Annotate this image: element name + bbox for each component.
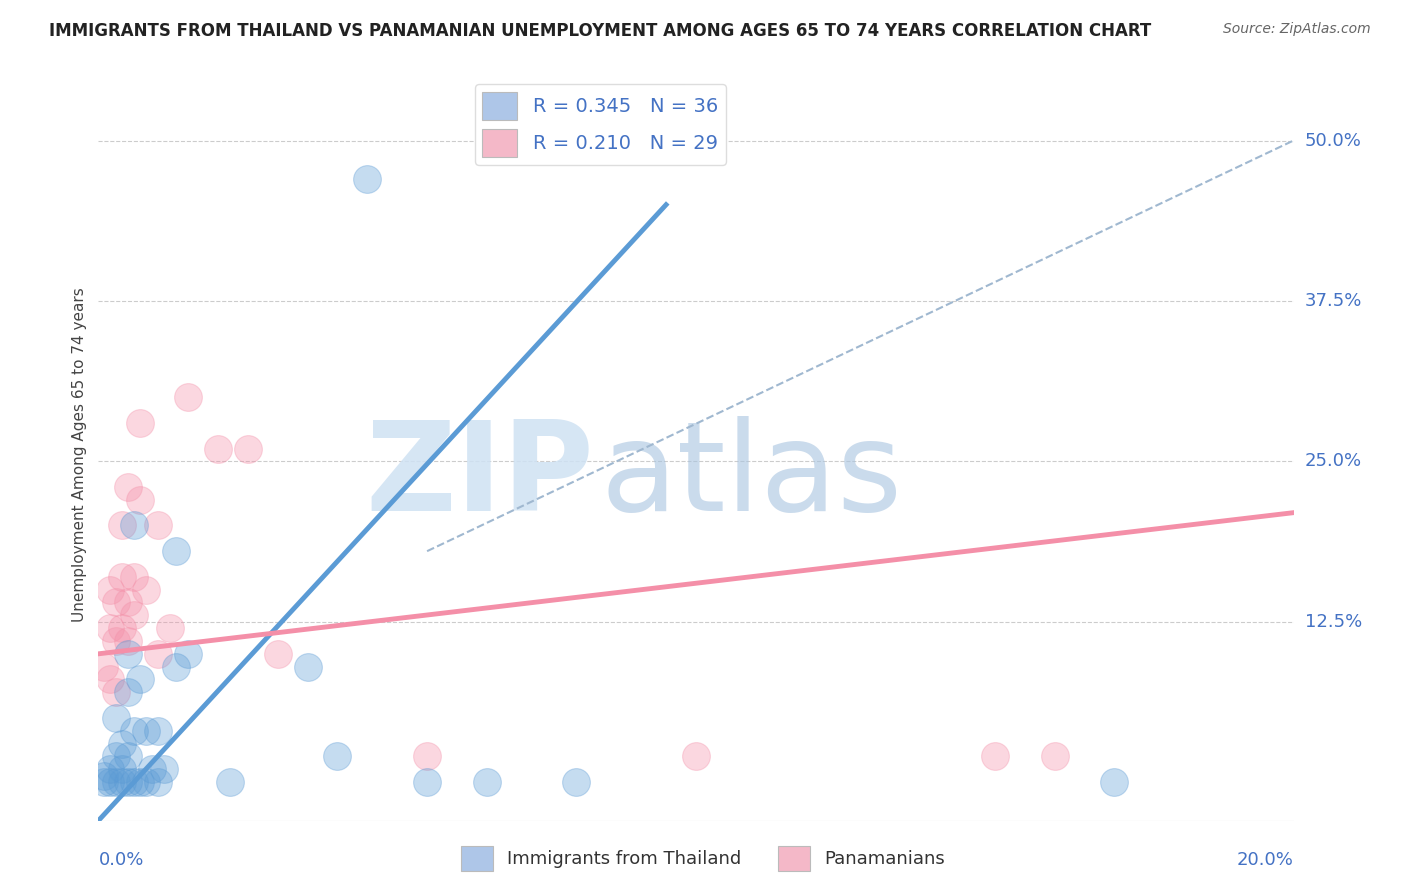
Point (326, 749, 349, 764)
Point (141, 762, 163, 776)
Point (117, 775, 139, 789)
Point (105, 749, 128, 764)
Point (416, 775, 439, 789)
Point (129, 416, 152, 430)
Point (124, 570, 146, 584)
Point (98, 621, 122, 635)
Text: 20.0%: 20.0% (1237, 851, 1294, 869)
Point (984, 749, 1007, 764)
Point (129, 673, 152, 687)
Point (98, 582, 122, 597)
Point (129, 492, 152, 507)
Point (135, 775, 157, 789)
Point (105, 634, 128, 648)
Point (105, 775, 128, 789)
Point (165, 659, 187, 673)
Point (129, 775, 152, 789)
Point (177, 390, 200, 404)
Point (1104, 775, 1126, 789)
Point (177, 647, 200, 661)
Point (219, 775, 242, 789)
Point (207, 442, 229, 456)
Point (117, 634, 139, 648)
Point (148, 518, 170, 533)
Point (105, 685, 128, 699)
Point (98, 775, 122, 789)
Point (297, 659, 319, 673)
Point (111, 775, 134, 789)
Point (153, 762, 176, 776)
Text: 50.0%: 50.0% (1305, 131, 1361, 150)
Point (135, 723, 157, 738)
Text: 37.5%: 37.5% (1305, 292, 1362, 310)
Point (111, 570, 134, 584)
Text: 0.0%: 0.0% (98, 851, 143, 869)
Point (236, 442, 259, 456)
Point (124, 723, 146, 738)
Point (416, 749, 439, 764)
Point (117, 749, 139, 764)
Legend: R = 0.345   N = 36, R = 0.210   N = 29: R = 0.345 N = 36, R = 0.210 N = 29 (475, 84, 725, 165)
Point (105, 711, 128, 725)
Point (685, 749, 707, 764)
Point (1043, 749, 1066, 764)
Point (267, 647, 290, 661)
Point (93, 769, 115, 783)
Point (117, 480, 139, 494)
Point (124, 775, 146, 789)
Text: atlas: atlas (600, 417, 903, 537)
Point (165, 544, 187, 558)
Point (565, 775, 588, 789)
Text: ZIP: ZIP (366, 417, 595, 537)
Point (105, 595, 128, 609)
Text: 25.0%: 25.0% (1305, 452, 1362, 470)
Point (148, 775, 170, 789)
Point (117, 595, 139, 609)
Point (135, 582, 157, 597)
Point (93, 659, 115, 673)
Legend: Immigrants from Thailand, Panamanians: Immigrants from Thailand, Panamanians (453, 838, 953, 879)
Point (124, 518, 146, 533)
Y-axis label: Unemployment Among Ages 65 to 74 years: Unemployment Among Ages 65 to 74 years (72, 287, 87, 623)
Point (148, 647, 170, 661)
Point (159, 621, 181, 635)
Point (93, 775, 115, 789)
Point (111, 737, 134, 751)
Point (111, 762, 134, 776)
Point (111, 621, 134, 635)
Text: IMMIGRANTS FROM THAILAND VS PANAMANIAN UNEMPLOYMENT AMONG AGES 65 TO 74 YEARS CO: IMMIGRANTS FROM THAILAND VS PANAMANIAN U… (49, 22, 1152, 40)
Point (111, 518, 134, 533)
Point (356, 172, 378, 186)
Point (98, 673, 122, 687)
Point (117, 685, 139, 699)
Point (124, 608, 146, 623)
Point (117, 647, 139, 661)
Point (475, 775, 498, 789)
Point (98, 762, 122, 776)
Text: Source: ZipAtlas.com: Source: ZipAtlas.com (1223, 22, 1371, 37)
Point (148, 723, 170, 738)
Text: 12.5%: 12.5% (1305, 613, 1362, 631)
